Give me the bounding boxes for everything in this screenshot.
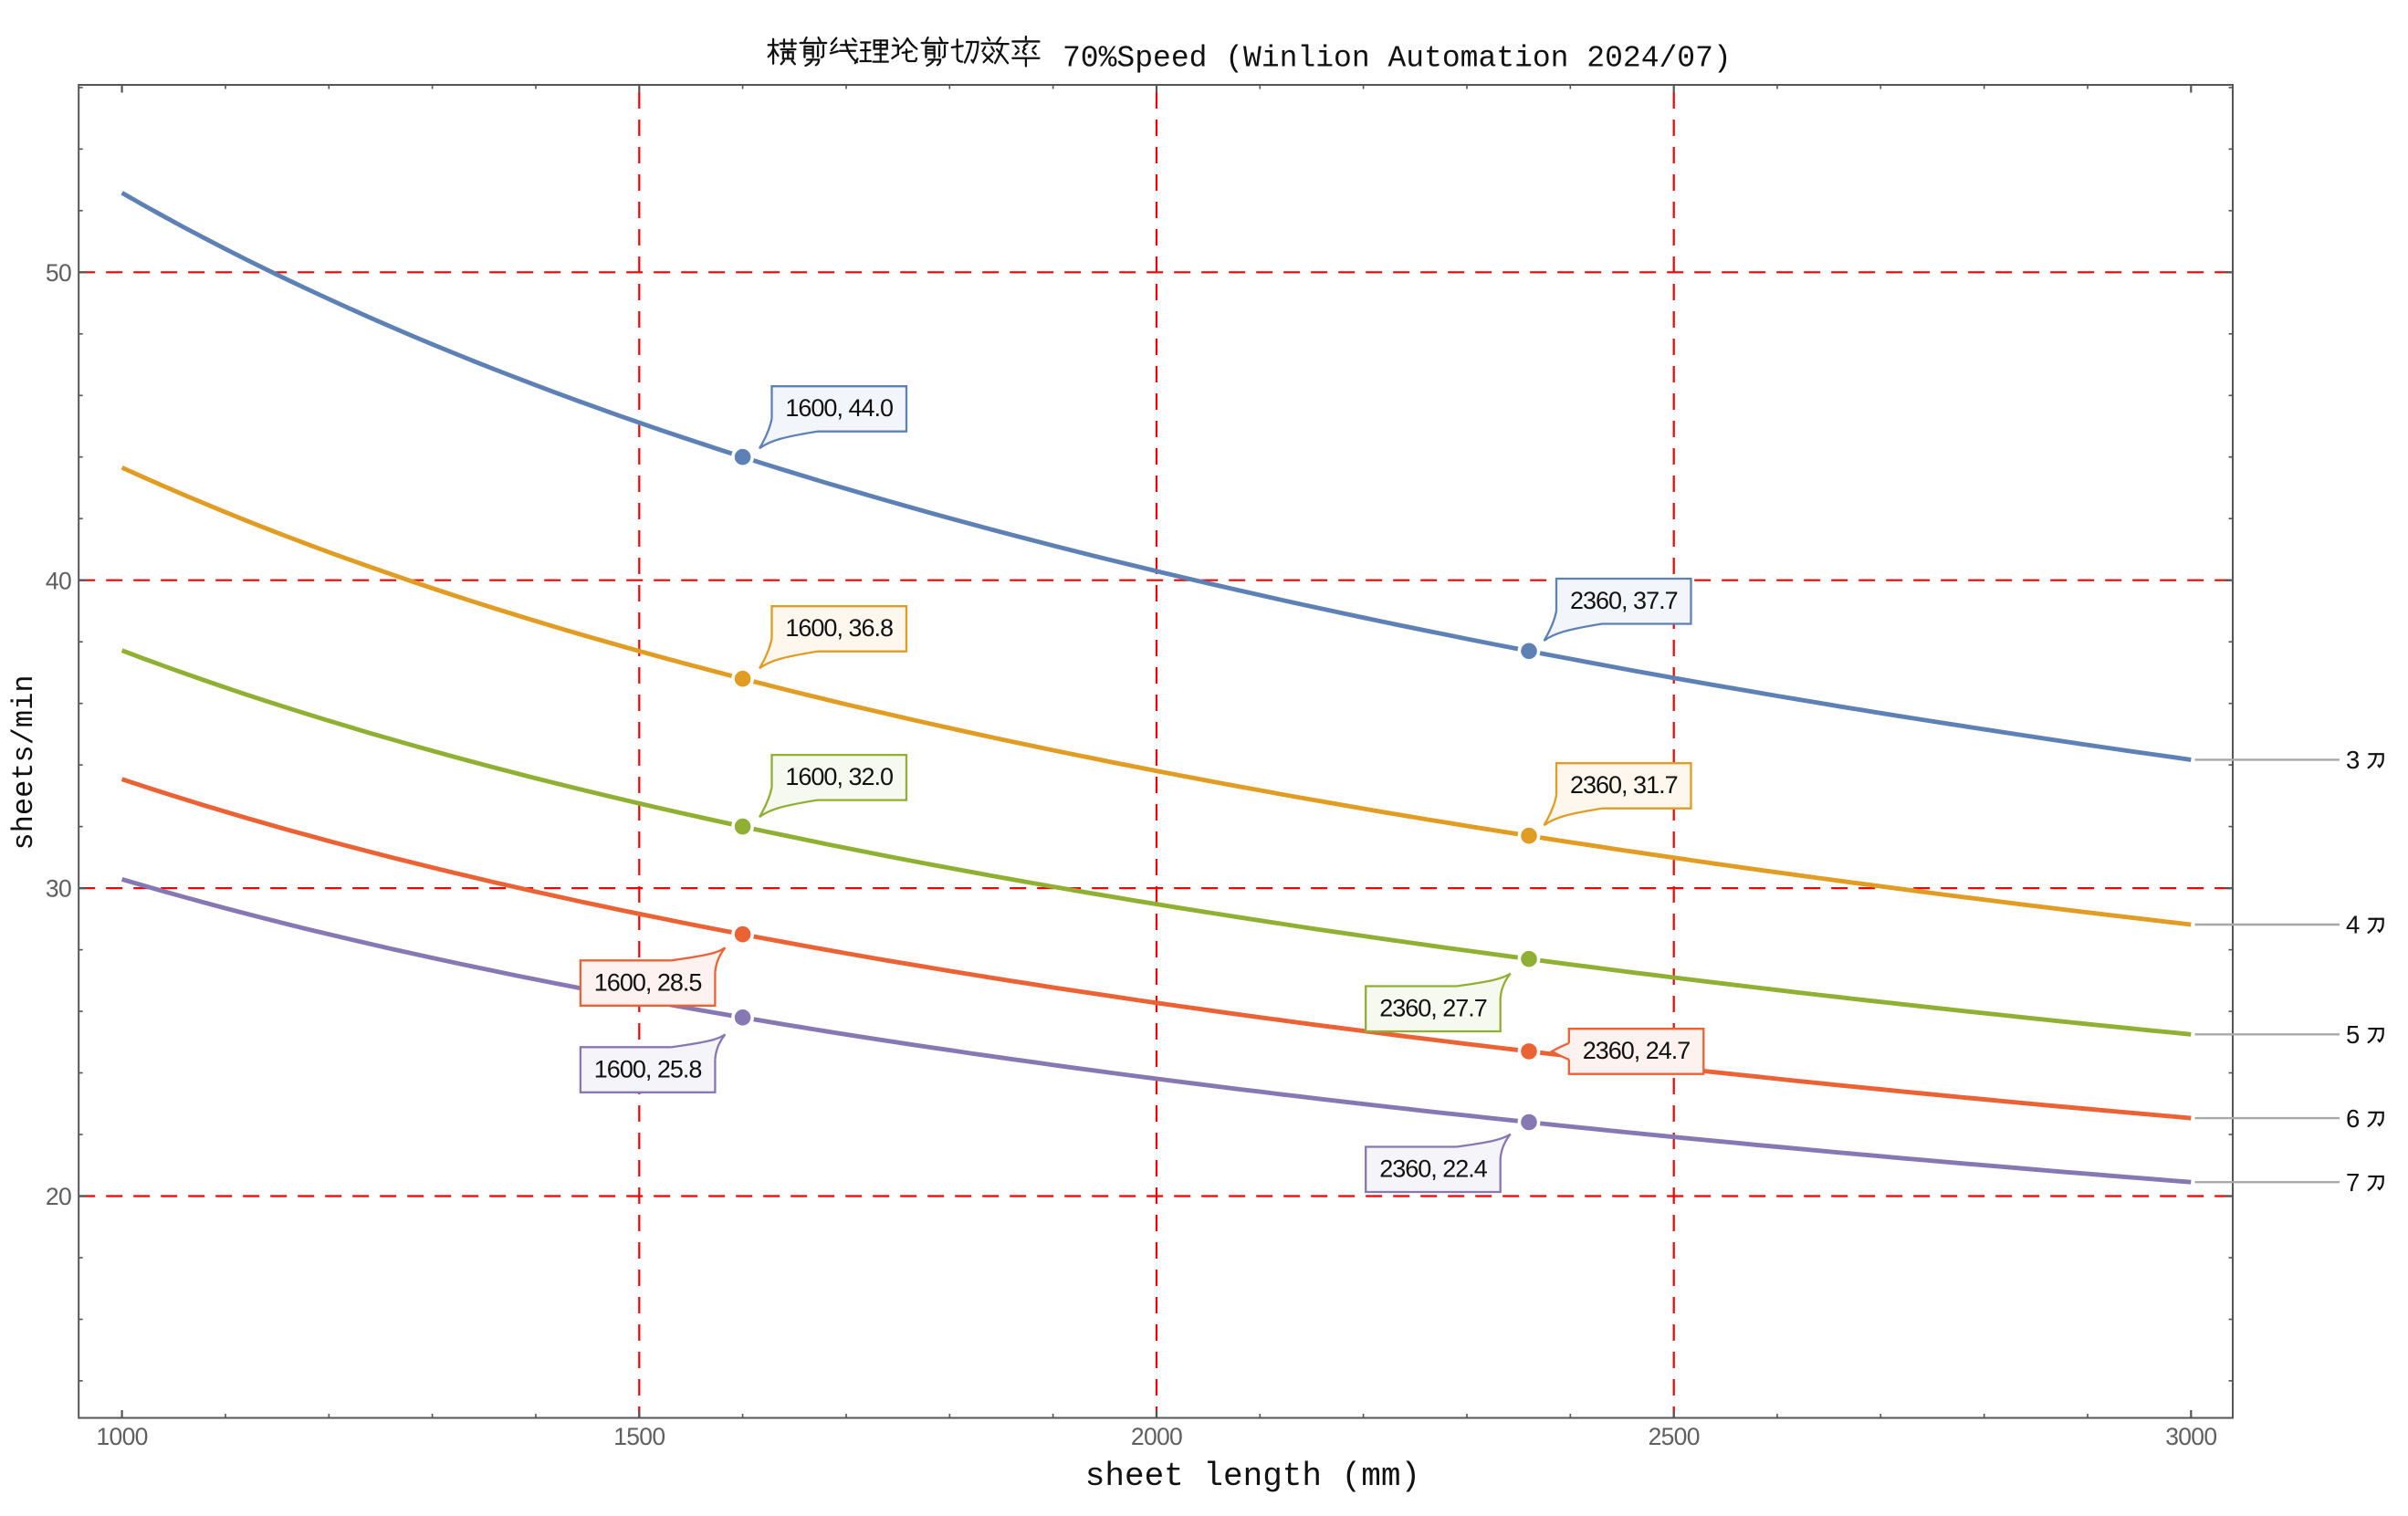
svg-text:2360, 31.7: 2360, 31.7 [1570, 771, 1678, 799]
svg-text:1500: 1500 [613, 1423, 665, 1450]
svg-text:20: 20 [46, 1183, 71, 1210]
svg-text:70%Speed (Winlion Automation 2: 70%Speed (Winlion Automation 2024/07) [1063, 42, 1732, 76]
svg-text:3: 3 [2346, 746, 2360, 774]
svg-text:1600, 25.8: 1600, 25.8 [594, 1055, 702, 1082]
svg-text:4: 4 [2346, 911, 2360, 939]
svg-text:2000: 2000 [1131, 1423, 1182, 1450]
svg-text:2360, 37.7: 2360, 37.7 [1570, 587, 1678, 614]
svg-text:1600, 32.0: 1600, 32.0 [785, 763, 893, 790]
svg-text:2360, 22.4: 2360, 22.4 [1379, 1155, 1488, 1183]
svg-text:7: 7 [2346, 1168, 2360, 1197]
svg-text:3000: 3000 [2165, 1423, 2216, 1450]
svg-text:5: 5 [2346, 1020, 2360, 1049]
svg-text:6: 6 [2346, 1104, 2360, 1133]
svg-text:2360, 24.7: 2360, 24.7 [1583, 1037, 1691, 1064]
svg-text:50: 50 [46, 259, 71, 287]
svg-text:40: 40 [46, 567, 71, 594]
svg-text:2500: 2500 [1649, 1423, 1700, 1450]
svg-text:sheet length (mm): sheet length (mm) [1085, 1458, 1420, 1495]
svg-text:2360, 27.7: 2360, 27.7 [1379, 995, 1487, 1022]
svg-text:30: 30 [46, 875, 71, 903]
svg-text:1600, 36.8: 1600, 36.8 [785, 614, 893, 642]
svg-text:sheets/min: sheets/min [7, 674, 41, 850]
svg-text:1600, 44.0: 1600, 44.0 [785, 394, 893, 422]
svg-text:1600, 28.5: 1600, 28.5 [594, 968, 702, 996]
svg-text:1000: 1000 [97, 1423, 148, 1450]
